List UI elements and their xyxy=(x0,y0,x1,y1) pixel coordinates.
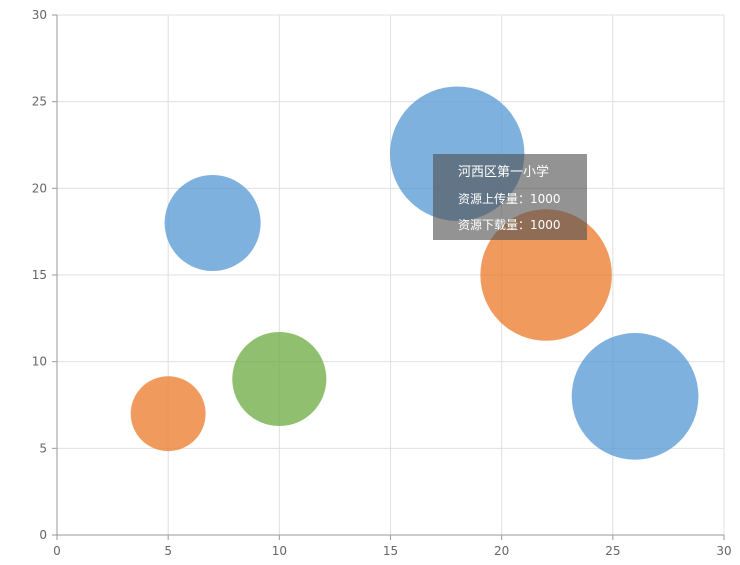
y-tick-label: 10 xyxy=(32,355,47,369)
x-tick-label: 25 xyxy=(605,544,620,558)
bubble[interactable] xyxy=(571,332,699,460)
bubble[interactable] xyxy=(232,331,327,427)
x-tick-label: 0 xyxy=(53,544,61,558)
bubbles xyxy=(130,86,699,460)
tooltip: 河西区第一小学 资源上传量：1000 资源下载量：1000 xyxy=(433,154,587,240)
y-tick-label: 20 xyxy=(32,181,47,195)
tooltip-upload: 资源上传量：1000 xyxy=(458,192,561,206)
axes: 0 5 10 15 20 25 30 0 5 10 15 20 25 30 xyxy=(32,8,732,558)
y-tick-label: 30 xyxy=(32,8,47,22)
y-tick-label: 15 xyxy=(32,268,47,282)
bubble[interactable] xyxy=(130,376,206,452)
x-tick-label: 5 xyxy=(164,544,172,558)
y-tick-label: 0 xyxy=(39,528,47,542)
tooltip-title: 河西区第一小学 xyxy=(458,165,550,180)
y-tick-label: 5 xyxy=(39,441,47,455)
bubble[interactable] xyxy=(164,175,261,271)
x-tick-label: 30 xyxy=(716,544,731,558)
x-tick-label: 15 xyxy=(383,544,398,558)
x-tick-label: 20 xyxy=(494,544,509,558)
y-tick-label: 25 xyxy=(32,95,47,109)
x-tick-label: 10 xyxy=(272,544,287,558)
bubble[interactable] xyxy=(480,209,612,341)
tooltip-download: 资源下载量：1000 xyxy=(458,218,561,232)
